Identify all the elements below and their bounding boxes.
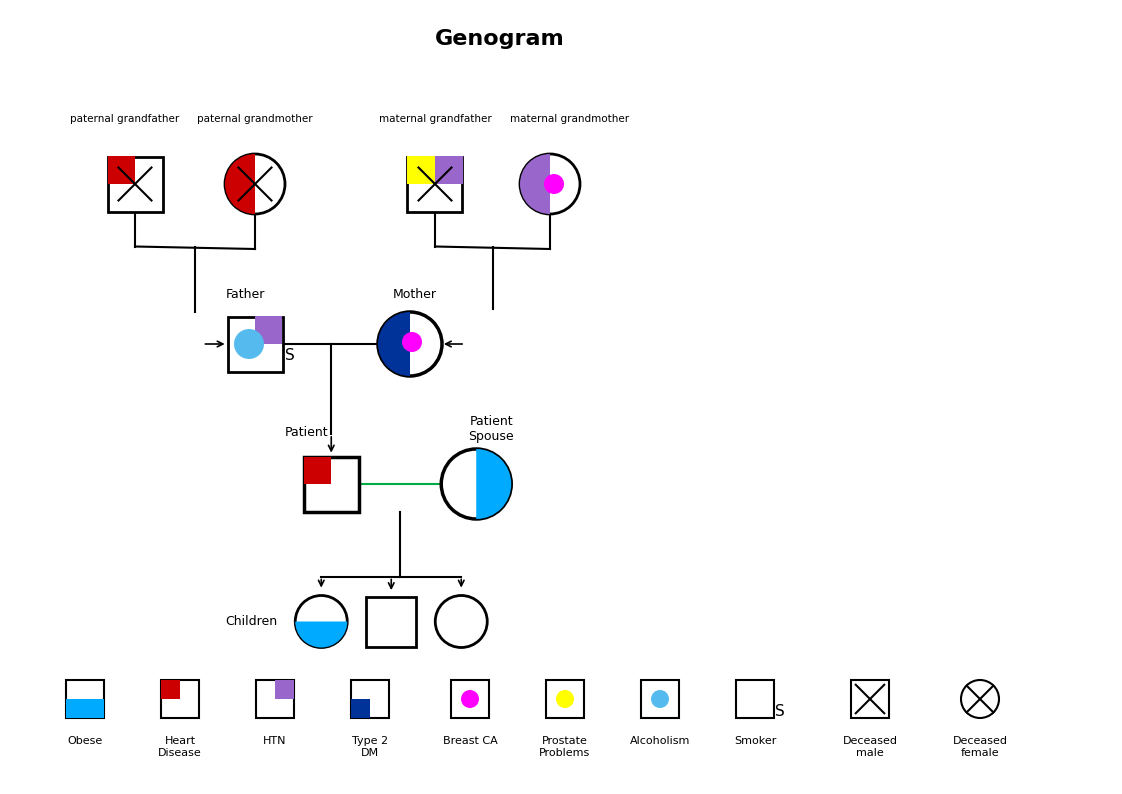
Bar bbox=[108, 156, 163, 211]
Bar bbox=[255, 317, 283, 344]
Circle shape bbox=[234, 329, 264, 359]
Text: S: S bbox=[285, 349, 295, 364]
Text: Alcoholism: Alcoholism bbox=[629, 736, 690, 746]
Bar bbox=[256, 680, 294, 718]
Text: S: S bbox=[775, 704, 784, 719]
Wedge shape bbox=[295, 622, 347, 647]
Bar bbox=[351, 680, 389, 718]
Bar bbox=[641, 680, 679, 718]
Wedge shape bbox=[476, 449, 512, 519]
Bar bbox=[304, 457, 359, 511]
Circle shape bbox=[461, 690, 479, 708]
Text: HTN: HTN bbox=[264, 736, 287, 746]
Text: Patient: Patient bbox=[285, 426, 328, 438]
Bar bbox=[407, 156, 462, 211]
Circle shape bbox=[378, 312, 442, 376]
Bar bbox=[435, 156, 462, 184]
Bar bbox=[736, 680, 774, 718]
Bar bbox=[366, 596, 416, 646]
Text: Children: Children bbox=[226, 615, 277, 628]
Circle shape bbox=[435, 596, 487, 647]
Wedge shape bbox=[378, 312, 410, 376]
Text: Mother: Mother bbox=[393, 287, 436, 300]
Text: Type 2
DM: Type 2 DM bbox=[352, 736, 388, 757]
Text: Prostate
Problems: Prostate Problems bbox=[540, 736, 590, 757]
Bar bbox=[66, 680, 104, 718]
Bar bbox=[228, 317, 283, 372]
Bar bbox=[66, 699, 104, 718]
Circle shape bbox=[651, 690, 669, 708]
Circle shape bbox=[557, 690, 574, 708]
Bar bbox=[108, 156, 135, 184]
Wedge shape bbox=[519, 154, 550, 214]
Text: Heart
Disease: Heart Disease bbox=[158, 736, 202, 757]
Text: Smoker: Smoker bbox=[734, 736, 776, 746]
Bar bbox=[351, 699, 370, 718]
Text: Obese: Obese bbox=[67, 736, 102, 746]
Bar bbox=[451, 680, 489, 718]
Circle shape bbox=[441, 449, 512, 519]
Circle shape bbox=[226, 154, 285, 214]
Circle shape bbox=[519, 154, 580, 214]
Bar bbox=[546, 680, 583, 718]
Bar bbox=[407, 156, 435, 184]
Text: Deceased
male: Deceased male bbox=[843, 736, 898, 757]
Bar bbox=[304, 457, 331, 484]
Text: Father: Father bbox=[226, 287, 265, 300]
Circle shape bbox=[402, 332, 422, 352]
Bar bbox=[160, 680, 199, 718]
Text: maternal grandfather: maternal grandfather bbox=[378, 114, 491, 124]
Text: maternal grandmother: maternal grandmother bbox=[511, 114, 629, 124]
Bar bbox=[850, 680, 889, 718]
Circle shape bbox=[544, 174, 564, 194]
Text: Breast CA: Breast CA bbox=[442, 736, 497, 746]
Bar bbox=[275, 680, 294, 699]
Text: Patient
Spouse: Patient Spouse bbox=[469, 415, 514, 443]
Wedge shape bbox=[226, 154, 255, 214]
Text: Genogram: Genogram bbox=[435, 29, 564, 49]
Circle shape bbox=[295, 596, 347, 647]
Circle shape bbox=[962, 680, 999, 718]
Text: paternal grandfather: paternal grandfather bbox=[71, 114, 180, 124]
Text: paternal grandmother: paternal grandmother bbox=[197, 114, 313, 124]
Text: Deceased
female: Deceased female bbox=[953, 736, 1008, 757]
Bar bbox=[160, 680, 180, 699]
